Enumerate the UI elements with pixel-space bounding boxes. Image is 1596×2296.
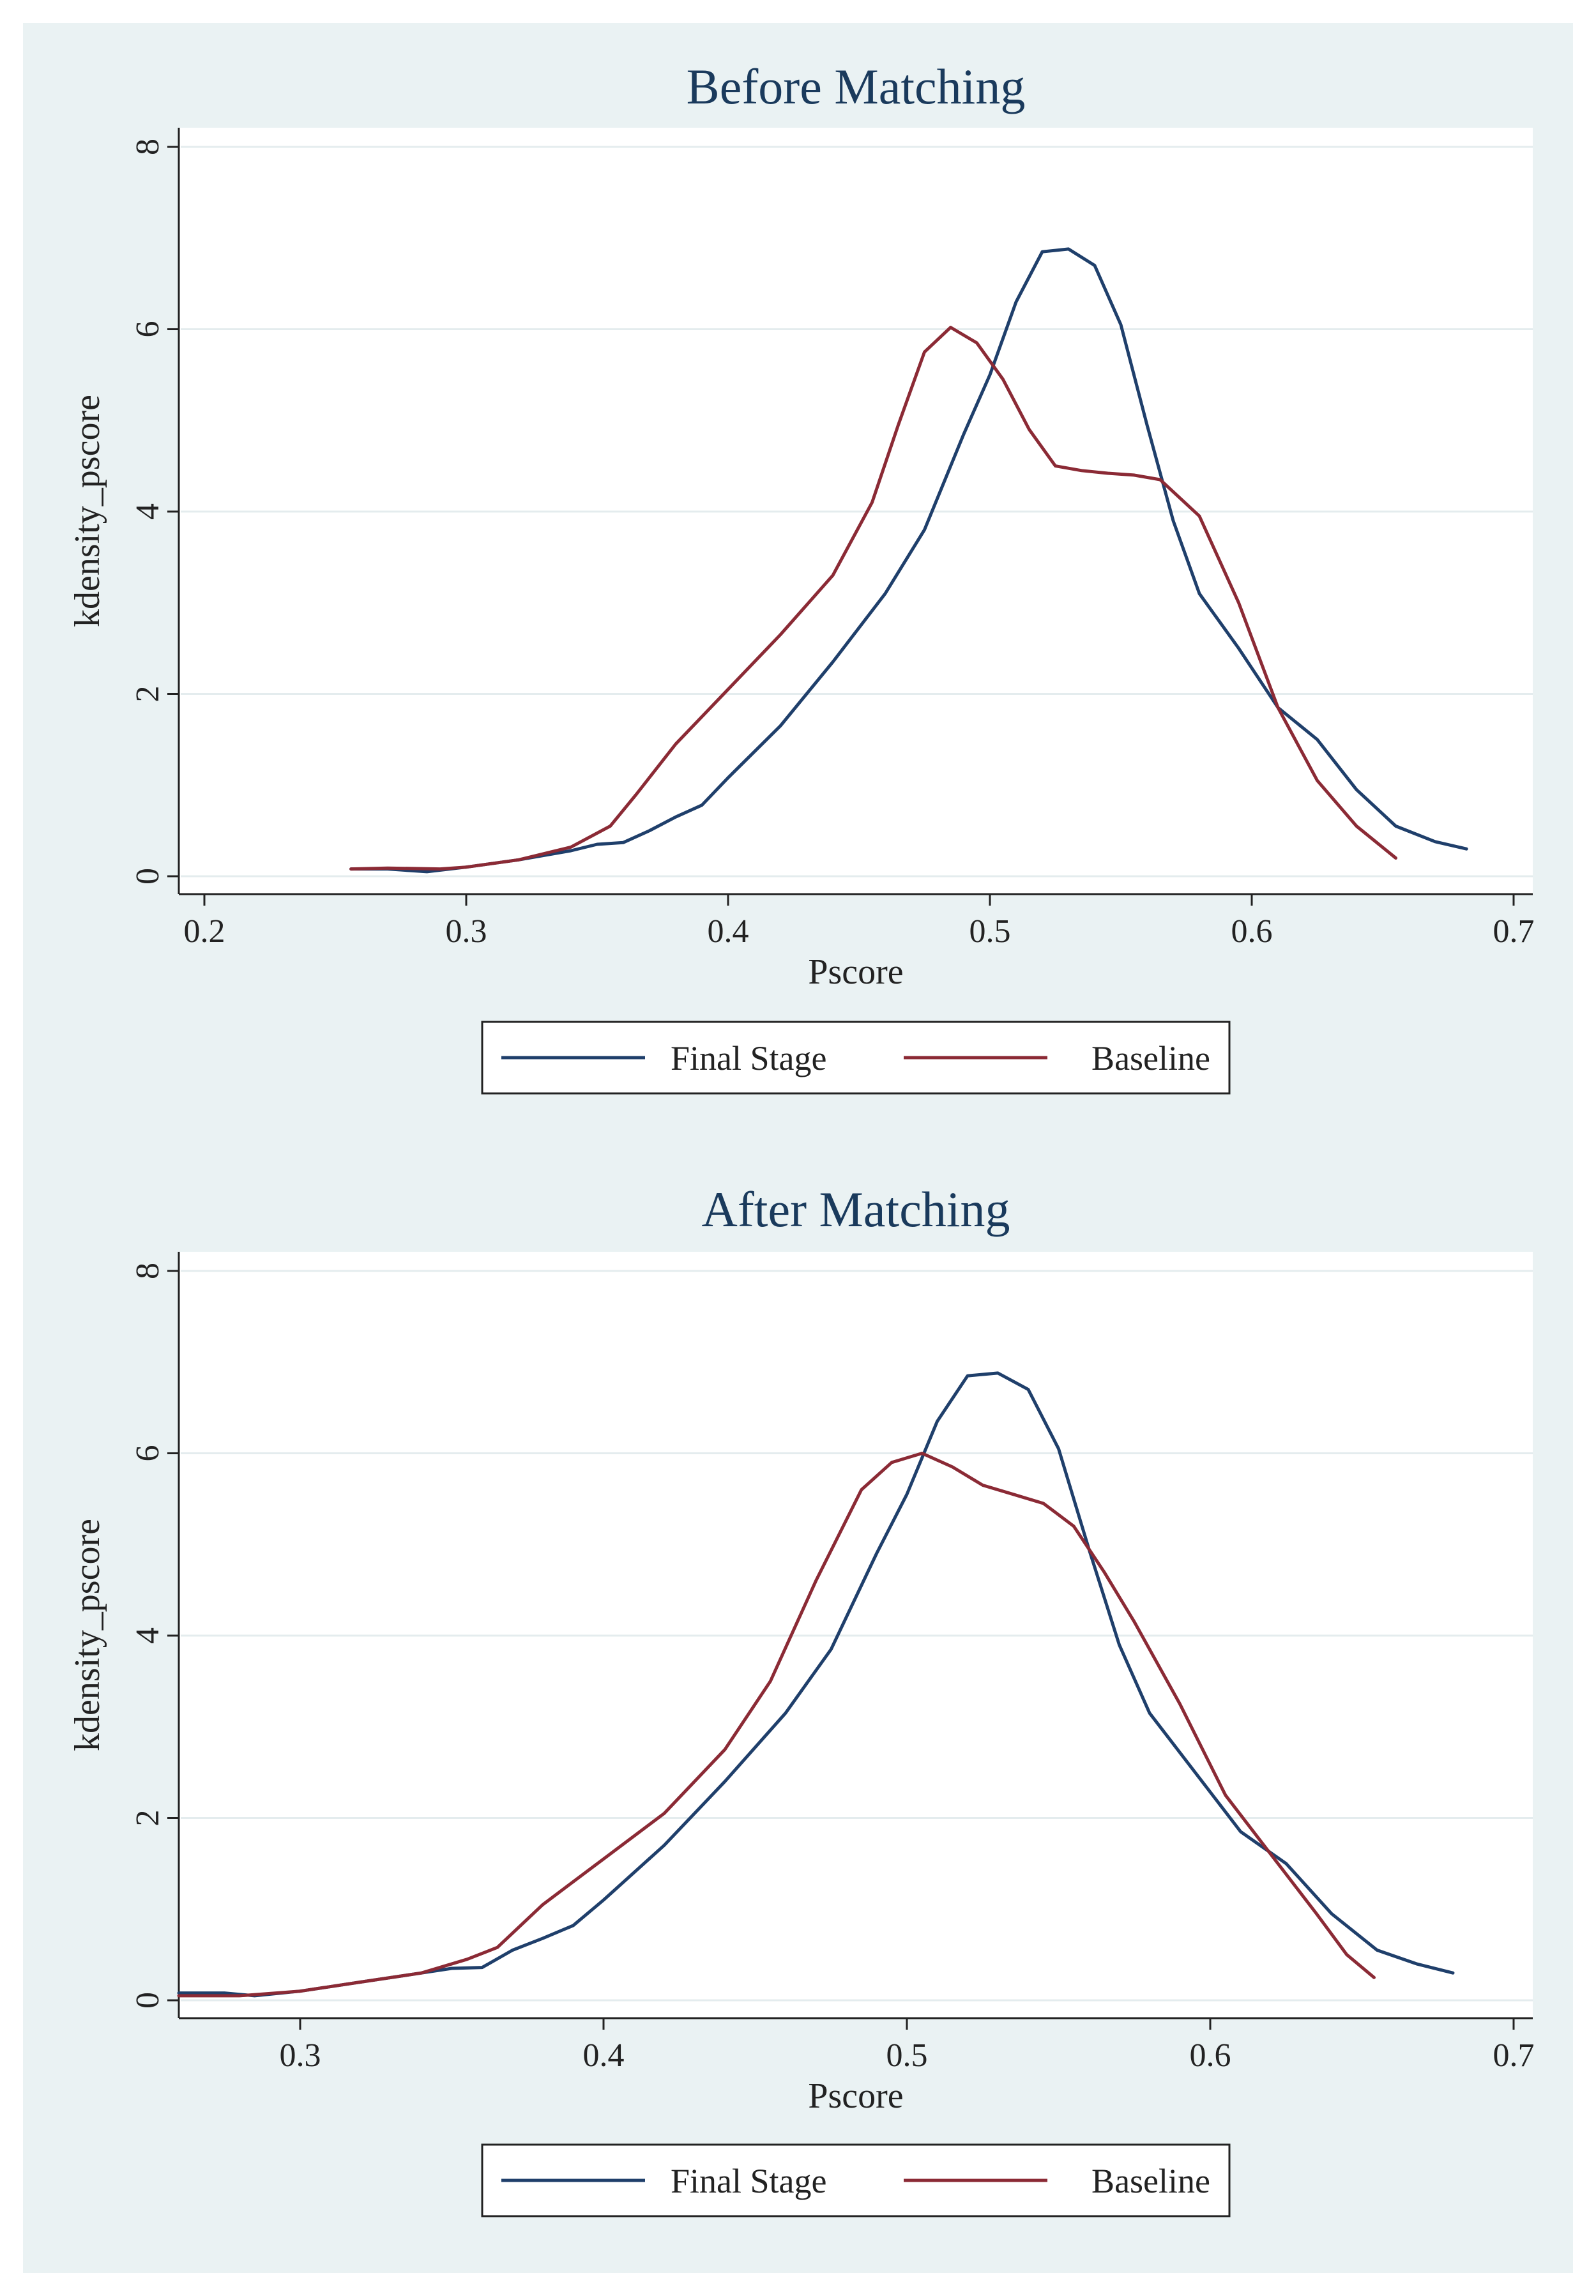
y-tick-label: 0 [130, 1992, 166, 2009]
x-axis-title: Pscore [808, 952, 903, 992]
chart-after-matching: After Matching 0 2 4 6 8 0.3 0.4 0.5 0.6 0.7 Psco… [68, 1182, 1535, 2217]
x-tick-label: 0.6 [1231, 913, 1273, 950]
series-line-final-stage [349, 247, 1468, 874]
grid-lines [181, 146, 1533, 878]
x-tick-label: 0.5 [969, 913, 1011, 950]
data-series [349, 247, 1468, 874]
x-axis-title: Pscore [808, 2076, 903, 2116]
y-tick-label: 2 [130, 1810, 166, 1827]
x-tick-label: 0.4 [583, 2037, 625, 2074]
legend-label-baseline: Baseline [1091, 2162, 1210, 2200]
legend: Final Stage Baseline [481, 1021, 1231, 1095]
grid-lines [181, 1270, 1533, 2002]
series-line-baseline [177, 1452, 1376, 1998]
y-tick-label: 0 [130, 868, 166, 885]
x-tick-label: 0.7 [1493, 2037, 1535, 2074]
legend: Final Stage Baseline [481, 2143, 1231, 2217]
x-tick-label: 0.4 [708, 913, 749, 950]
y-tick-label: 8 [130, 139, 166, 155]
y-tick-label: 6 [130, 321, 166, 338]
y-tick-label: 2 [130, 686, 166, 703]
y-tick-label: 4 [130, 1627, 166, 1644]
axis-ticks: 0 2 4 6 8 0.3 0.4 0.5 0.6 0.7 [130, 1263, 1534, 2074]
y-axis-title: kdensity_pscore [68, 395, 107, 627]
legend-label-final-stage: Final Stage [671, 1039, 826, 1077]
x-tick-label: 0.3 [446, 913, 487, 950]
x-tick-label: 0.6 [1190, 2037, 1231, 2074]
y-tick-label: 4 [130, 503, 166, 520]
y-tick-label: 6 [130, 1445, 166, 1462]
legend-label-baseline: Baseline [1091, 1039, 1210, 1077]
data-series [177, 1371, 1455, 1998]
legend-label-final-stage: Final Stage [671, 2162, 826, 2200]
y-axis-title: kdensity_pscore [68, 1519, 107, 1751]
chart-title: After Matching [701, 1182, 1010, 1237]
series-line-baseline [349, 326, 1397, 871]
x-tick-label: 0.5 [886, 2037, 928, 2074]
y-tick-label: 8 [130, 1263, 166, 1279]
x-tick-label: 0.3 [280, 2037, 321, 2074]
axis-ticks: 0 2 4 6 8 0.2 0.3 0.4 0.5 0.6 0.7 [130, 139, 1534, 950]
x-tick-label: 0.2 [184, 913, 225, 950]
x-tick-label: 0.7 [1493, 913, 1535, 950]
chart-title: Before Matching [687, 59, 1026, 114]
